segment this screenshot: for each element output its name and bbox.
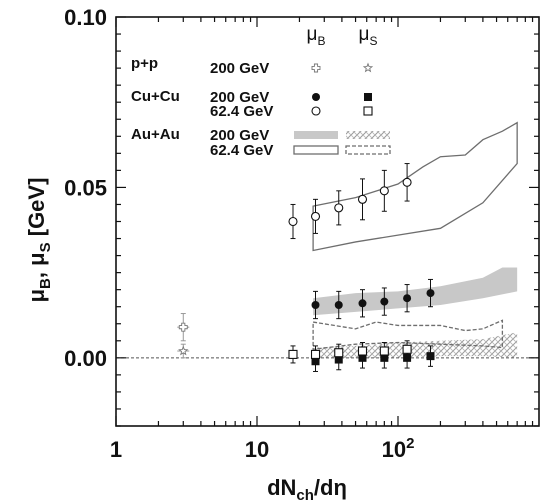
legend-marker-filled-square [364, 93, 372, 101]
legend-header-mu-s-sub: S [369, 34, 377, 48]
legend-energy-label: 200 GeV [210, 127, 269, 144]
legend-system-label: Cu+Cu [131, 88, 180, 105]
legend-energy-label: 200 GeV [210, 89, 269, 106]
data-point-filled-circle [426, 289, 435, 298]
data-point-open-square [357, 346, 368, 356]
data-point-filled-circle [334, 301, 343, 310]
x-tick-label-base: 10 [245, 437, 269, 462]
x-tick-label-base: 10 [382, 437, 406, 462]
data-point-open-star [178, 345, 189, 356]
x-tick-label: 10 [245, 437, 269, 462]
y-tick-label: 0.00 [64, 346, 107, 371]
data-point-open-circle [357, 194, 368, 204]
legend-marker-open-star [362, 62, 374, 73]
data-point-open-square [310, 349, 321, 359]
band-dashed-band [312, 319, 504, 351]
legend-energy-label: 200 GeV [210, 60, 269, 77]
data-point-open-square [288, 349, 298, 359]
legend-marker-filled-circle [312, 93, 320, 101]
legend-header-mu-b: μB [307, 24, 326, 48]
y-axis-title: μB, μS [GeV] [24, 178, 54, 303]
data-point-open-circle [334, 203, 344, 213]
plot-frame [115, 16, 540, 427]
legend-swatch-dashed-band [345, 145, 391, 155]
data-point-open-circle [310, 211, 321, 221]
y-tick-label: 0.10 [64, 5, 107, 30]
data-point-filled-circle [358, 299, 367, 308]
data-point-open-cross [178, 322, 188, 332]
data-point-open-square [334, 348, 344, 358]
data-point-open-circle [288, 216, 298, 227]
legend-header-mu-s-main: μ [359, 24, 370, 45]
legend-energy-label: 62.4 GeV [210, 103, 273, 120]
legend-marker-open-circle [311, 106, 321, 116]
bands-layer [312, 121, 518, 358]
data-point-filled-circle [380, 297, 389, 306]
legend-swatch-open-band [293, 145, 339, 155]
x-tick-label: 1 [110, 437, 122, 462]
legend-marker-open-cross [311, 63, 321, 73]
y-tick-label: 0.05 [64, 175, 107, 200]
legend-header-mu-b-main: μ [307, 24, 318, 45]
data-point-filled-circle [311, 301, 320, 310]
legend-swatch-gray-band [294, 131, 338, 139]
legend-swatch-hatched-band [346, 131, 390, 139]
x-tick-label-exponent: 2 [406, 435, 414, 452]
data-point-filled-circle [403, 294, 412, 303]
data-point-open-square [402, 344, 412, 354]
legend-marker-open-square [363, 106, 373, 116]
legend-system-label: Au+Au [131, 126, 180, 143]
x-axis-title: dNch/dη [267, 475, 347, 501]
data-point-open-circle [402, 177, 412, 187]
band-open-band [312, 121, 518, 252]
band-gray-band [313, 267, 518, 316]
data-point-open-circle [379, 186, 389, 196]
x-tick-label-base: 1 [110, 437, 122, 462]
x-tick-label: 102 [382, 435, 415, 462]
legend-header-mu-b-sub: B [317, 34, 325, 48]
legend-header-mu-s: μS [359, 24, 378, 48]
data-point-filled-square [426, 352, 435, 361]
data-points-layer [177, 163, 435, 372]
legend-energy-label: 62.4 GeV [210, 142, 273, 159]
legend-system-label: p+p [131, 55, 158, 72]
data-point-open-square [379, 346, 389, 356]
